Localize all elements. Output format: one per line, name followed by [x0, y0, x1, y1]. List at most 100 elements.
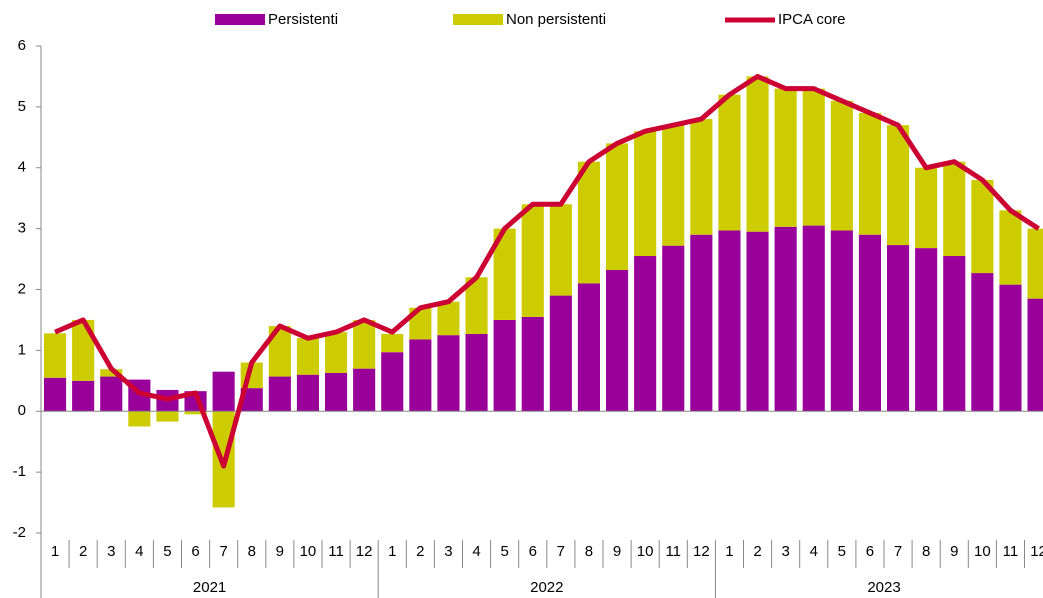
y-tick-label: 2 — [18, 280, 26, 297]
bar — [887, 245, 910, 412]
bar — [718, 230, 741, 412]
bar — [409, 339, 432, 412]
x-tick-label: 4 — [135, 543, 143, 560]
bar — [634, 131, 657, 257]
year-label: 2021 — [193, 579, 226, 596]
x-tick-label: 5 — [163, 543, 171, 560]
bar — [802, 88, 825, 226]
bar — [212, 371, 235, 412]
x-tick-label: 2 — [753, 543, 761, 560]
bar — [999, 210, 1022, 285]
bar — [437, 335, 460, 412]
x-tick-label: 1 — [388, 543, 396, 560]
bar — [577, 161, 600, 284]
bar — [100, 376, 123, 412]
y-tick-label: 3 — [18, 220, 26, 237]
bar — [662, 125, 685, 246]
bar — [774, 88, 797, 227]
bar — [521, 204, 544, 317]
bar — [662, 245, 685, 412]
bar — [381, 352, 404, 412]
x-tick-label: 8 — [248, 543, 256, 560]
bar — [353, 319, 376, 369]
legend-label: Non persistenti — [506, 11, 606, 28]
year-label: 2022 — [530, 579, 563, 596]
x-tick-label: 7 — [557, 543, 565, 560]
bar — [971, 179, 994, 274]
bar — [830, 100, 853, 231]
x-tick-label: 10 — [974, 543, 991, 560]
x-tick-label: 7 — [219, 543, 227, 560]
bar — [437, 301, 460, 336]
bar — [1027, 228, 1043, 299]
line — [54, 73, 1040, 469]
x-tick-label: 5 — [500, 543, 508, 560]
x-tick-label: 12 — [693, 543, 710, 560]
bar — [943, 256, 966, 412]
bar — [296, 338, 319, 375]
bar — [774, 226, 797, 412]
bar — [72, 380, 95, 412]
x-tick-label: 6 — [529, 543, 537, 560]
x-tick-label: 1 — [725, 543, 733, 560]
x-tick-label: 10 — [637, 543, 654, 560]
x-tick-label: 9 — [276, 543, 284, 560]
x-tick-label: 2 — [416, 543, 424, 560]
bar — [887, 125, 910, 246]
legend-swatch — [215, 14, 265, 25]
bar — [353, 368, 376, 412]
bar — [268, 376, 291, 412]
bar — [128, 411, 151, 427]
y-tick-label: 4 — [18, 159, 26, 176]
bar — [830, 230, 853, 412]
bar — [746, 76, 769, 232]
bar — [72, 319, 95, 381]
bar — [325, 332, 348, 373]
x-tick-label: 8 — [922, 543, 930, 560]
bar — [156, 411, 179, 422]
bar — [325, 372, 348, 412]
y-tick-label: 5 — [18, 98, 26, 115]
x-tick-label: 7 — [894, 543, 902, 560]
bar — [465, 277, 488, 334]
y-tick-label: -2 — [13, 524, 26, 541]
x-tick-label: 10 — [300, 543, 317, 560]
bar — [381, 333, 404, 353]
bar — [240, 388, 263, 412]
bar — [943, 161, 966, 257]
x-tick-label: 2 — [79, 543, 87, 560]
bar — [493, 319, 516, 412]
x-tick-label: 4 — [810, 543, 818, 560]
x-tick-label: 12 — [356, 543, 373, 560]
bar — [549, 295, 572, 412]
x-tick-label: 3 — [781, 543, 789, 560]
x-tick-label: 4 — [472, 543, 480, 560]
y-tick-label: -1 — [13, 463, 26, 480]
bar — [718, 94, 741, 231]
bar — [606, 270, 629, 412]
x-tick-label: 12 — [1030, 543, 1043, 560]
bar — [549, 204, 572, 296]
bar — [690, 234, 713, 412]
bar — [802, 225, 825, 412]
bar — [521, 316, 544, 412]
bar — [577, 283, 600, 412]
x-tick-label: 3 — [107, 543, 115, 560]
bar — [915, 248, 938, 412]
bar — [268, 326, 291, 377]
bar — [606, 143, 629, 271]
x-tick-label: 3 — [444, 543, 452, 560]
bar — [634, 256, 657, 412]
x-tick-label: 1 — [51, 543, 59, 560]
y-tick-label: 0 — [18, 402, 26, 419]
year-label: 2023 — [867, 579, 900, 596]
y-tick-label: 6 — [18, 37, 26, 54]
bar — [493, 228, 516, 320]
legend-swatch — [453, 14, 503, 25]
x-tick-label: 5 — [838, 543, 846, 560]
x-tick-label: 11 — [1003, 543, 1019, 560]
x-tick-label: 11 — [665, 543, 681, 560]
x-tick-label: 8 — [585, 543, 593, 560]
bar — [100, 369, 123, 377]
